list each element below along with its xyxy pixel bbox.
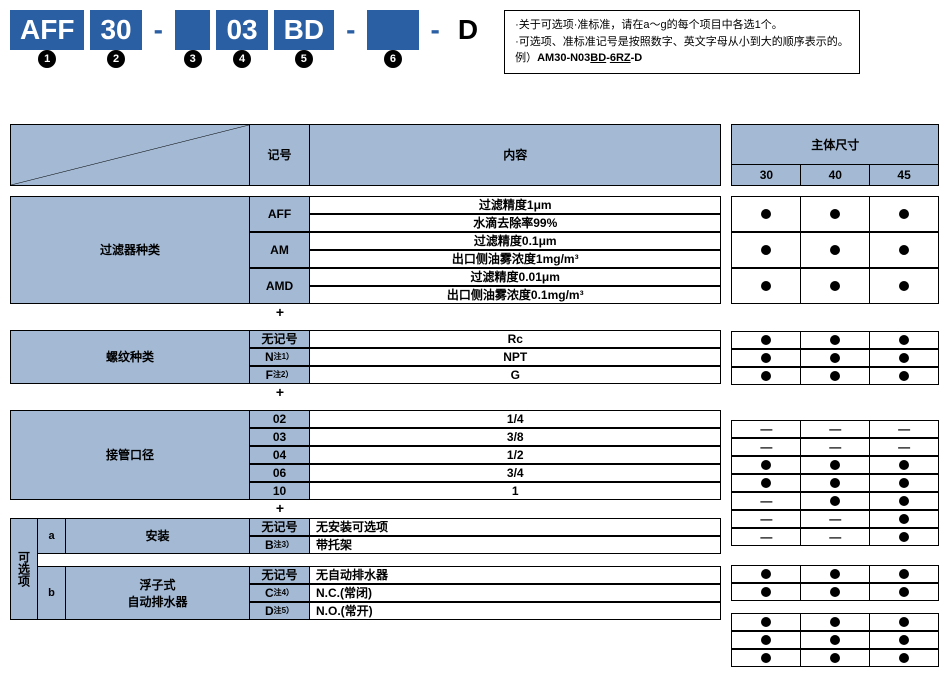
header-kigo: 记号 — [250, 124, 310, 186]
sizes-row: 304045 — [732, 165, 938, 185]
header-diagonal — [10, 124, 250, 186]
right-column: 主体尺寸 304045 ——————————— — [731, 124, 939, 667]
top-row: AFF1302- 3034BD5- 6-D ·关于可选项·准标准，请在a～g的每… — [10, 10, 939, 74]
note-line2: ·可选项、准标准记号是按照数字、英文字母从小到大的顺序表示的。 — [515, 34, 849, 51]
main-wrap: 记号 内容 过滤器种类AFFAMAMD过滤精度1μm水滴去除率99%过滤精度0.… — [10, 124, 939, 667]
left-column: 记号 内容 过滤器种类AFFAMAMD过滤精度1μm水滴去除率99%过滤精度0.… — [10, 124, 721, 667]
note-line1: ·关于可选项·准标准，请在a～g的每个项目中各选1个。 — [515, 17, 849, 34]
note-box: ·关于可选项·准标准，请在a～g的每个项目中各选1个。 ·可选项、准标准记号是按… — [504, 10, 860, 74]
part-number: AFF1302- 3034BD5- 6-D — [10, 10, 484, 50]
right-header: 主体尺寸 304045 — [731, 124, 939, 186]
header-row: 记号 内容 — [10, 124, 721, 186]
body-size-title: 主体尺寸 — [732, 125, 938, 165]
header-content: 内容 — [310, 124, 721, 186]
note-line3: 例）AM30-N03BD-6RZ-D — [515, 50, 849, 67]
